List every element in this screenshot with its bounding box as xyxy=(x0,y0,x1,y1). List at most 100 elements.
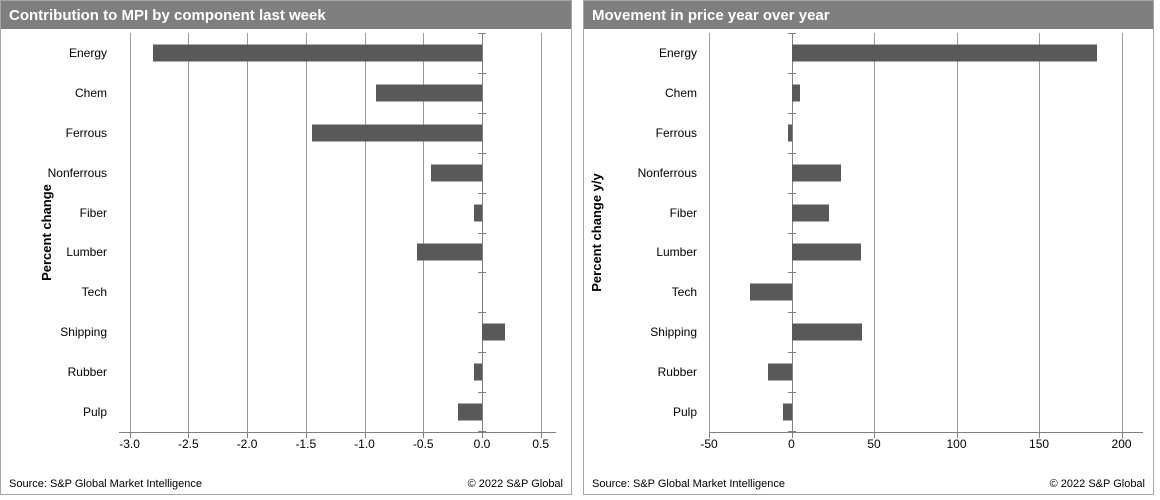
source-text: Source: S&P Global Market Intelligence xyxy=(9,478,203,490)
gridline xyxy=(874,33,876,432)
x-axis-tick xyxy=(305,432,307,438)
chart-footer: Source: S&P Global Market Intelligence ©… xyxy=(584,478,1153,490)
x-tick-label: 0.0 xyxy=(473,437,491,451)
bar-row xyxy=(119,392,556,432)
gridline xyxy=(247,33,249,432)
category-label: Ferrous xyxy=(65,125,107,140)
x-tick-label: -3.0 xyxy=(119,437,140,451)
x-axis-tick xyxy=(188,432,190,438)
category-axis-tick xyxy=(477,232,486,234)
category-label: Tech xyxy=(671,285,697,300)
bar-row xyxy=(119,352,556,392)
category-label: Pulp xyxy=(82,404,107,419)
category-label: Rubber xyxy=(67,365,107,380)
bar-pulp xyxy=(458,403,482,421)
category-axis-tick xyxy=(787,112,796,114)
category-label: Chem xyxy=(74,85,107,100)
x-axis-tick xyxy=(481,432,483,438)
x-tick-label: 0 xyxy=(788,437,795,451)
category-axis-tick xyxy=(787,312,796,314)
category-axis-tick xyxy=(787,431,796,432)
category-label: Chem xyxy=(664,85,697,100)
category-axis-tick xyxy=(787,33,796,34)
x-tick-label: 0.5 xyxy=(532,437,550,451)
gridline xyxy=(129,33,131,432)
category-label: Fiber xyxy=(79,205,107,220)
bar-energy xyxy=(791,44,1097,62)
bar-shipping xyxy=(791,323,863,341)
category-label: Energy xyxy=(658,45,697,60)
category-axis-tick xyxy=(787,232,796,234)
plot-area xyxy=(709,33,1143,438)
chart-area: Percent change y/y Energy Chem Ferrous Nonf… xyxy=(584,29,1153,494)
gridline xyxy=(423,33,425,432)
bar-lumber xyxy=(791,243,861,261)
gridline xyxy=(364,33,366,432)
x-tick-label: -1.5 xyxy=(295,437,317,451)
gridline xyxy=(956,33,958,432)
bar-row xyxy=(709,233,1143,273)
category-label: Lumber xyxy=(656,245,697,260)
chart-title: Movement in price year over year xyxy=(592,6,830,24)
x-axis-tick xyxy=(540,432,542,438)
chart-title-bar: Contribution to MPI by component last we… xyxy=(1,1,571,29)
bar-fiber xyxy=(473,204,482,222)
category-axis-tick xyxy=(787,352,796,354)
category-axis-tick xyxy=(477,72,486,74)
bar-row xyxy=(709,312,1143,352)
gridline xyxy=(305,33,307,432)
chart-title-bar: Movement in price year over year xyxy=(584,1,1153,29)
x-tick-label: -0.5 xyxy=(412,437,434,451)
bar-rubber xyxy=(473,363,482,381)
bar-row xyxy=(709,352,1143,392)
copyright-text: © 2022 S&P Global xyxy=(1049,478,1145,490)
category-label: Pulp xyxy=(672,404,697,419)
x-axis-tick xyxy=(247,432,249,438)
x-axis-tick xyxy=(129,432,131,438)
x-axis-tick-labels: -3.0 -2.5 -2.0 -1.5 -1.0 -0.5 0.0 0.5 xyxy=(119,437,556,453)
x-axis-tick xyxy=(364,432,366,438)
bar-row xyxy=(709,272,1143,312)
category-axis-tick xyxy=(477,192,486,194)
category-axis-tick xyxy=(787,192,796,194)
x-axis-tick xyxy=(1039,432,1041,438)
x-axis-tick xyxy=(874,432,876,438)
category-axis-tick xyxy=(477,312,486,314)
bar-ferrous xyxy=(311,124,482,142)
bar-row xyxy=(119,193,556,233)
category-axis-tick xyxy=(787,392,796,394)
bar-shipping xyxy=(481,323,506,341)
category-axis-tick xyxy=(477,112,486,114)
bar-row xyxy=(709,193,1143,233)
bar-row xyxy=(119,73,556,113)
x-axis-tick-labels: -50 0 50 100 150 200 xyxy=(700,437,1143,453)
category-axis-tick xyxy=(477,272,486,274)
bar-row xyxy=(119,113,556,153)
category-label: Shipping xyxy=(60,325,107,340)
gridline xyxy=(1039,33,1041,432)
chart-title: Contribution to MPI by component last we… xyxy=(9,6,326,24)
category-axis-tick xyxy=(787,152,796,154)
category-axis-tick xyxy=(787,72,796,74)
gridline xyxy=(1121,33,1123,432)
x-axis-tick xyxy=(423,432,425,438)
bar-row xyxy=(709,33,1143,73)
category-label: Energy xyxy=(68,45,107,60)
x-tick-label: 50 xyxy=(867,437,881,451)
chart-footer: Source: S&P Global Market Intelligence ©… xyxy=(1,478,571,490)
gridline xyxy=(540,33,542,432)
bar-lumber xyxy=(417,243,482,261)
x-axis-tick xyxy=(709,432,710,438)
bar-row xyxy=(119,233,556,273)
x-axis-tick xyxy=(1121,432,1123,438)
gridline xyxy=(188,33,190,432)
bar-fiber xyxy=(791,204,830,222)
bar-energy xyxy=(153,44,482,62)
category-labels: Energy Chem Ferrous Nonferrous Fiber Lumber Te… xyxy=(1,33,119,432)
source-text: Source: S&P Global Market Intelligence xyxy=(592,478,786,490)
bar-row xyxy=(119,272,556,312)
category-label: Tech xyxy=(81,285,107,300)
bar-nonferrous xyxy=(431,164,482,182)
bar-row xyxy=(119,33,556,73)
